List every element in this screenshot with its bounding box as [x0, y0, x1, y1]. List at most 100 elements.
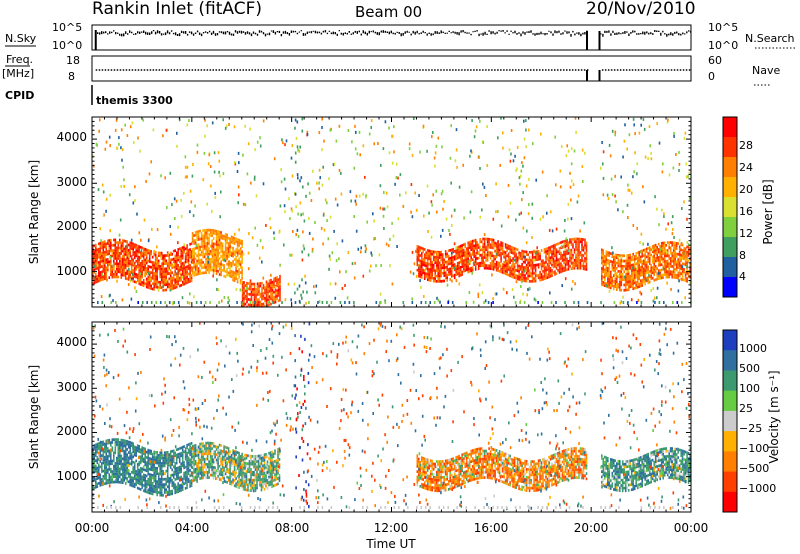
range-cell: [462, 243, 465, 247]
range-cell: [159, 251, 161, 255]
range-cell: [262, 119, 265, 123]
range-cell: [256, 140, 259, 144]
range-cell: [102, 477, 105, 481]
range-cell: [138, 445, 140, 448]
range-cell: [223, 274, 225, 278]
range-cell: [569, 251, 571, 255]
range-cell: [215, 229, 218, 233]
range-cell: [122, 444, 124, 447]
range-cell: [289, 253, 291, 257]
range-cell: [428, 270, 430, 274]
range-cell: [147, 286, 149, 289]
range-cell: [358, 194, 361, 198]
range-cell: [171, 271, 173, 275]
range-cell: [429, 252, 432, 256]
range-cell: [581, 264, 583, 268]
range-cell: [115, 301, 117, 304]
range-cell: [147, 491, 149, 494]
range-cell: [561, 244, 563, 248]
range-cell: [154, 256, 157, 260]
range-cell: [601, 256, 603, 260]
power-ytick-3000: 3000: [56, 175, 87, 189]
range-cell: [297, 148, 299, 152]
range-cell: [166, 128, 169, 132]
range-cell: [130, 455, 133, 458]
range-cell: [107, 468, 109, 472]
range-cell: [113, 472, 115, 476]
range-cell: [239, 255, 242, 258]
range-cell: [132, 479, 134, 483]
range-cell: [170, 251, 172, 255]
range-cell: [185, 278, 188, 282]
range-cell: [111, 472, 114, 476]
range-cell: [250, 290, 253, 294]
range-cell: [426, 254, 429, 258]
range-cell: [465, 301, 467, 304]
range-cell: [610, 260, 612, 263]
range-cell: [160, 254, 163, 258]
range-cell: [627, 254, 630, 257]
range-cell: [209, 266, 212, 269]
range-cell: [689, 246, 691, 250]
range-cell: [452, 263, 454, 267]
range-cell: [338, 257, 340, 261]
range-cell: [151, 463, 154, 467]
range-cell: [425, 272, 427, 276]
range-cell: [492, 297, 494, 301]
range-cell: [656, 296, 658, 300]
range-cell: [384, 301, 387, 304]
range-cell: [636, 262, 639, 265]
range-cell: [163, 288, 166, 292]
range-cell: [555, 264, 558, 267]
range-cell: [450, 214, 453, 218]
range-cell: [119, 260, 121, 263]
range-cell: [120, 462, 123, 466]
range-cell: [157, 254, 160, 257]
range-cell: [101, 446, 103, 449]
range-cell: [147, 477, 149, 481]
range-cell: [680, 267, 682, 270]
range-cell: [526, 229, 528, 233]
range-cell: [130, 460, 133, 463]
range-cell: [113, 451, 115, 455]
range-cell: [516, 277, 519, 281]
range-cell: [92, 271, 94, 275]
range-cell: [498, 261, 501, 265]
range-cell: [199, 264, 201, 267]
range-cell: [150, 457, 152, 461]
range-cell: [652, 299, 655, 303]
range-cell: [415, 274, 418, 278]
range-cell: [479, 167, 481, 170]
range-cell: [554, 262, 556, 266]
range-cell: [584, 246, 586, 250]
range-cell: [176, 271, 179, 275]
range-cell: [238, 260, 240, 263]
range-cell: [621, 275, 624, 279]
range-cell: [121, 158, 123, 162]
range-cell: [525, 119, 527, 122]
range-cell: [607, 269, 609, 273]
range-cell: [576, 256, 579, 259]
range-cell: [534, 277, 537, 280]
range-cell: [151, 487, 154, 490]
range-cell: [180, 198, 182, 202]
range-cell: [144, 468, 146, 472]
range-cell: [105, 442, 108, 445]
range-cell: [243, 286, 245, 290]
range-cell: [136, 478, 139, 482]
range-cell: [239, 271, 242, 274]
range-cell: [196, 270, 198, 273]
range-cell: [114, 464, 117, 468]
range-cell: [549, 210, 552, 214]
range-cell: [269, 217, 271, 221]
range-cell: [635, 273, 637, 276]
range-cell: [644, 266, 646, 270]
range-cell: [509, 255, 511, 259]
range-cell: [684, 131, 687, 135]
range-cell: [188, 119, 190, 122]
range-cell: [546, 265, 549, 269]
range-cell: [443, 269, 445, 272]
range-cell: [145, 253, 148, 257]
range-cell: [135, 273, 137, 276]
range-cell: [578, 258, 580, 262]
